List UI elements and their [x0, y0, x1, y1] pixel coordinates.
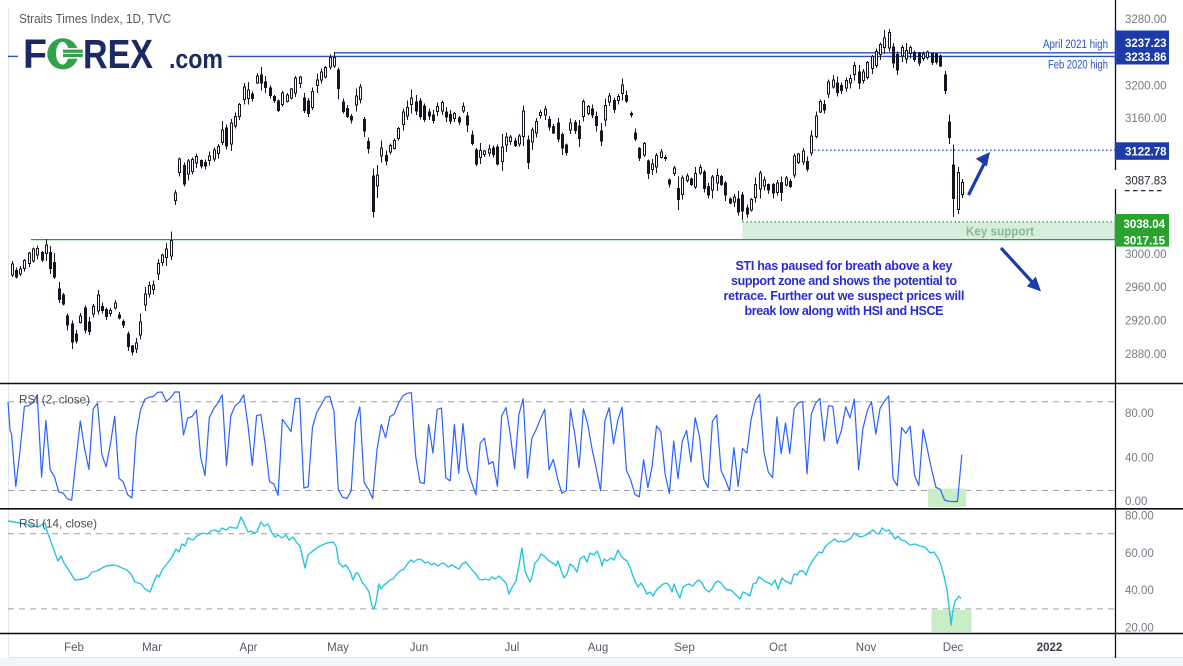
svg-text:3000.00: 3000.00 [1125, 249, 1167, 261]
svg-text:break low along with HSI and H: break low along with HSI and HSCE [745, 304, 944, 318]
svg-text:2960.00: 2960.00 [1125, 282, 1167, 294]
svg-text:Feb: Feb [64, 642, 84, 654]
svg-text:3160.00: 3160.00 [1125, 113, 1167, 125]
svg-text:Key support: Key support [966, 225, 1035, 239]
svg-text:.com: .com [169, 44, 223, 74]
svg-text:Nov: Nov [856, 642, 877, 654]
svg-text:2880.00: 2880.00 [1125, 349, 1167, 361]
svg-text:80.00: 80.00 [1125, 408, 1154, 420]
svg-text:Aug: Aug [588, 642, 608, 654]
svg-text:0.00: 0.00 [1125, 496, 1147, 508]
svg-text:3122.78: 3122.78 [1125, 147, 1167, 159]
svg-text:3200.00: 3200.00 [1125, 81, 1167, 93]
svg-text:3017.15: 3017.15 [1124, 236, 1166, 248]
svg-text:RSI (2, close): RSI (2, close) [19, 393, 90, 407]
svg-text:Apr: Apr [240, 642, 258, 654]
svg-text:2920.00: 2920.00 [1125, 316, 1167, 328]
svg-text:3233.86: 3233.86 [1125, 52, 1167, 64]
svg-text:3237.23: 3237.23 [1125, 38, 1167, 50]
svg-text:Jul: Jul [505, 642, 520, 654]
svg-text:F: F [23, 31, 47, 77]
svg-text:support zone and shows the pot: support zone and shows the potential to [731, 274, 957, 288]
svg-text:3038.04: 3038.04 [1124, 219, 1166, 231]
svg-text:Oct: Oct [769, 642, 788, 654]
svg-text:Feb 2020 high: Feb 2020 high [1048, 60, 1108, 72]
svg-text:Sep: Sep [674, 642, 694, 654]
svg-text:40.00: 40.00 [1125, 585, 1154, 597]
svg-text:Dec: Dec [943, 642, 964, 654]
svg-text:60.00: 60.00 [1125, 548, 1154, 560]
svg-text:STI has paused for breath abov: STI has paused for breath above a key [736, 259, 953, 273]
svg-text:REX: REX [83, 31, 153, 77]
svg-text:40.00: 40.00 [1125, 452, 1154, 464]
svg-text:Mar: Mar [142, 642, 162, 654]
svg-text:retrace. Further out we suspec: retrace. Further out we suspect prices w… [724, 289, 965, 303]
svg-text:Straits Times Index, 1D, TVC: Straits Times Index, 1D, TVC [19, 12, 171, 26]
svg-text:2022: 2022 [1037, 642, 1063, 654]
svg-text:May: May [327, 642, 349, 654]
svg-text:80.00: 80.00 [1125, 510, 1154, 522]
svg-text:3280.00: 3280.00 [1125, 14, 1167, 26]
svg-text:Jun: Jun [410, 642, 429, 654]
svg-text:20.00: 20.00 [1125, 623, 1154, 635]
svg-text:April 2021 high: April 2021 high [1043, 39, 1108, 51]
svg-text:3087.83: 3087.83 [1125, 175, 1167, 187]
svg-text:RSI (14, close): RSI (14, close) [19, 517, 97, 531]
